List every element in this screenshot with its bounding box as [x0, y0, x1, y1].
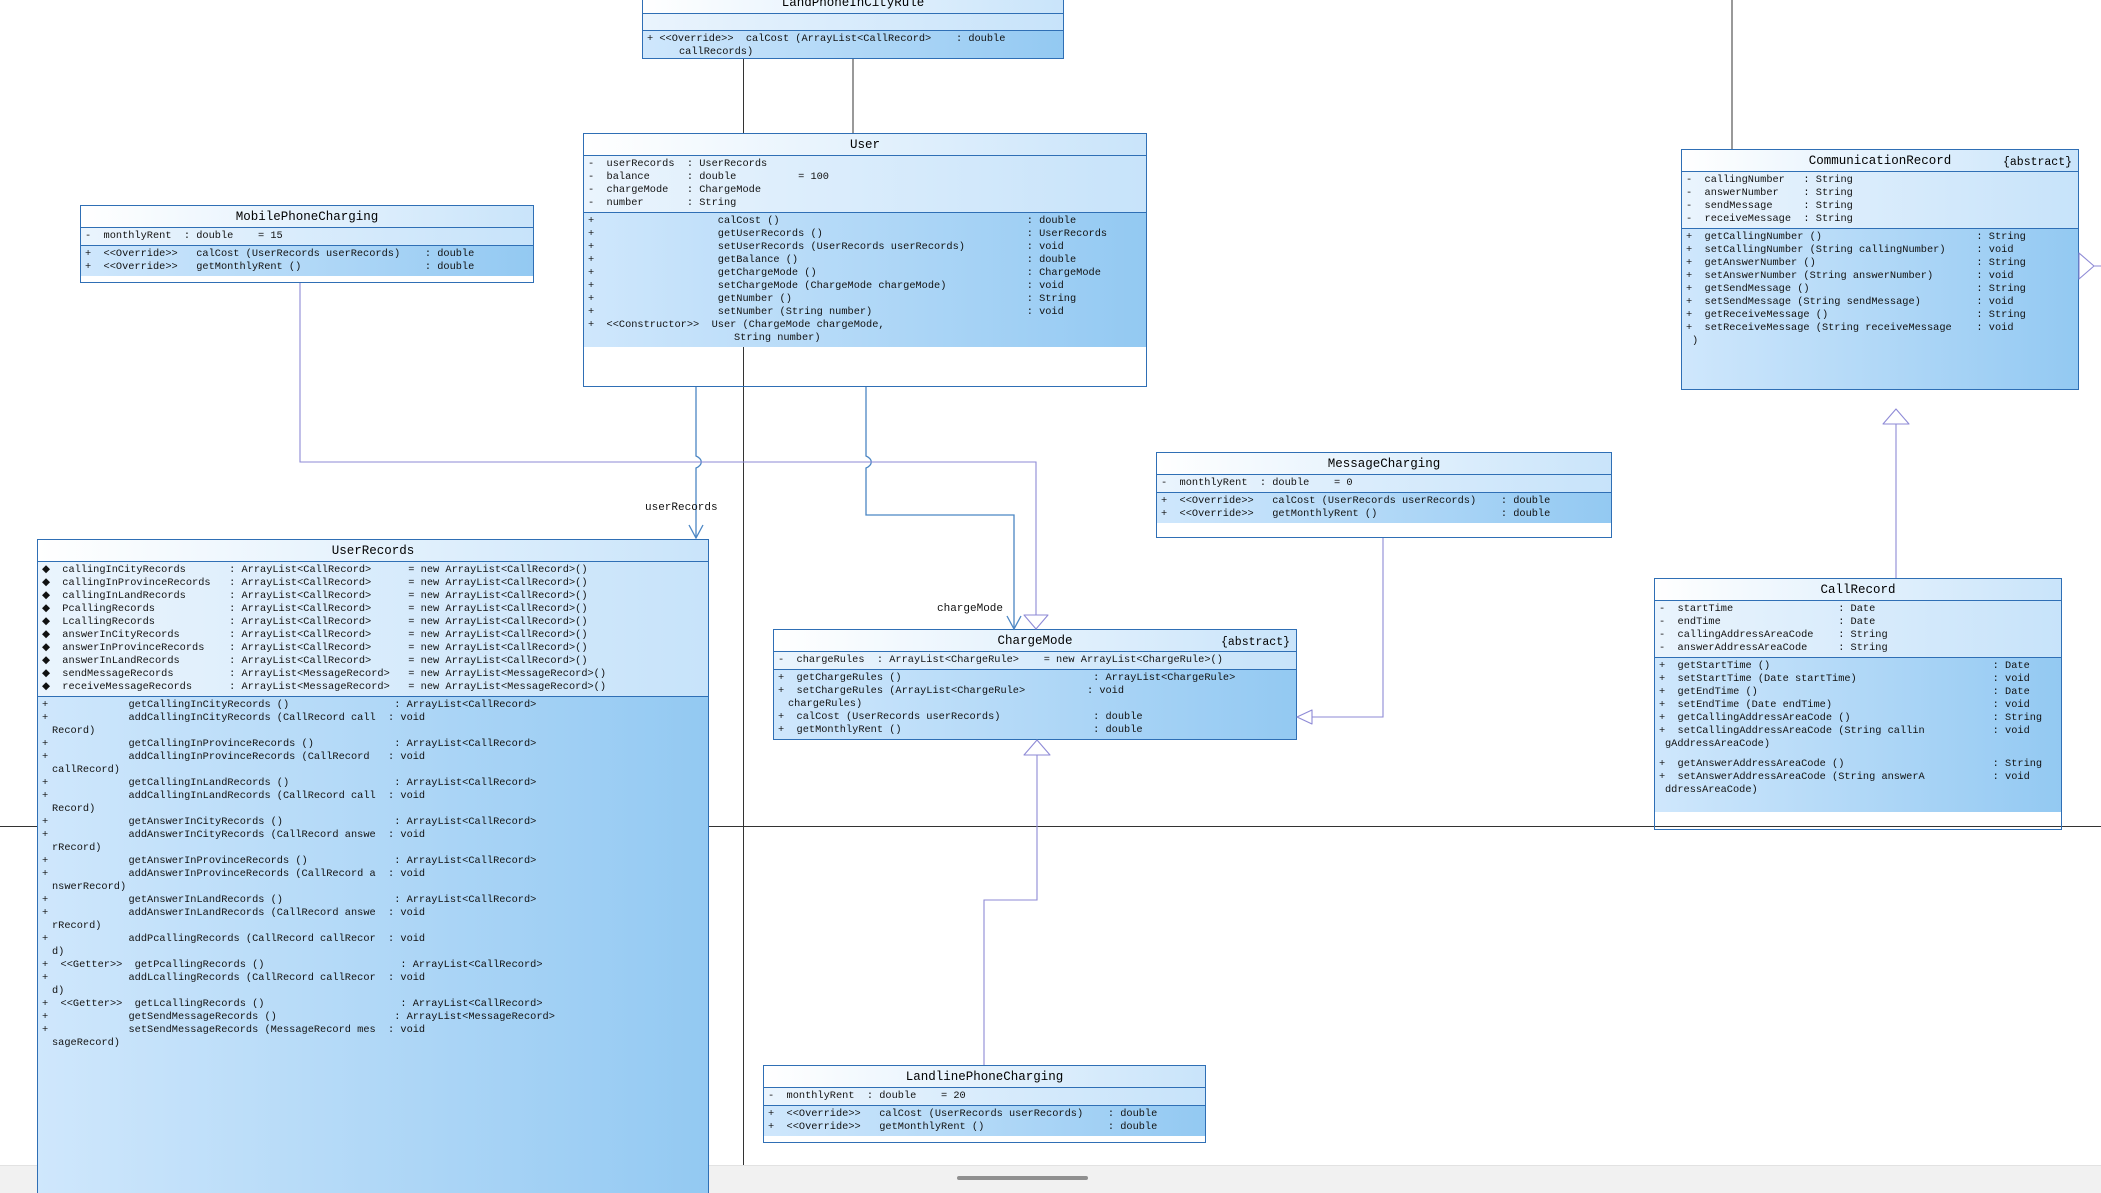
- svg-text:chargeMode: chargeMode: [937, 603, 1003, 615]
- svg-text:userRecords: userRecords: [645, 502, 718, 514]
